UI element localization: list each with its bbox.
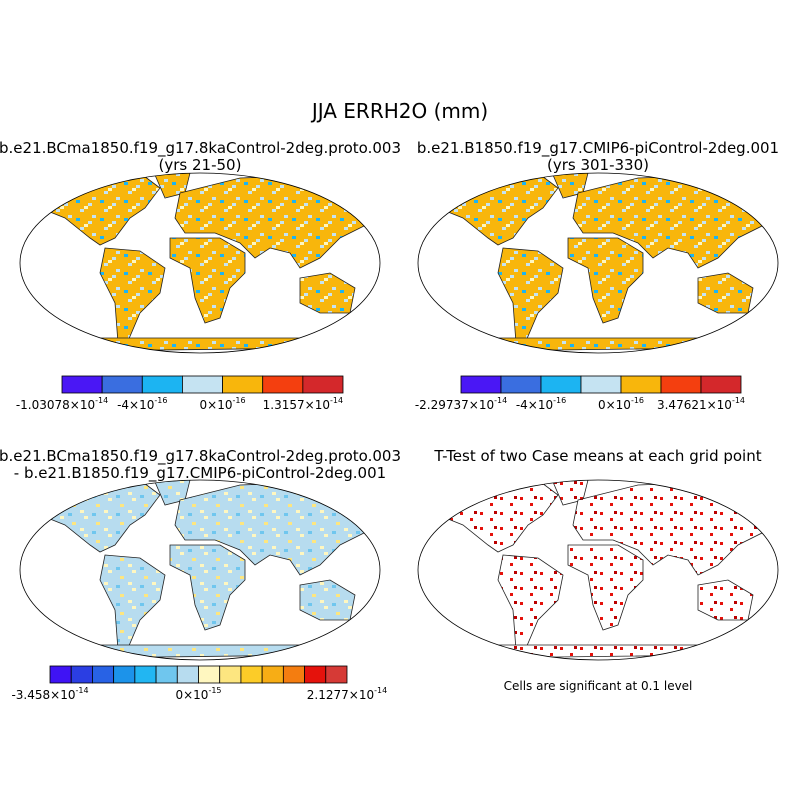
colorbar-box — [460, 375, 502, 394]
label-exponent: -16 — [631, 396, 644, 405]
label-base: 2.1277×10 — [307, 688, 374, 702]
label-exponent: -16 — [154, 396, 167, 405]
colorbar-box — [101, 375, 143, 394]
colorbar-box — [70, 665, 93, 684]
colorbar-box — [660, 375, 702, 394]
colorbar-box — [92, 665, 115, 684]
colorbar-box — [219, 665, 242, 684]
label-exponent: -16 — [553, 396, 566, 405]
label-exponent: -14 — [75, 686, 88, 695]
colorbar-box — [620, 375, 662, 394]
panel-title: b.e21.BCma1850.f19_g17.8kaControl-2deg.p… — [0, 447, 401, 466]
label-exponent: -16 — [233, 396, 246, 405]
colorbar-label: 2.1277×10-14 — [307, 686, 387, 702]
colorbar-box — [222, 375, 264, 394]
label-base: -4×10 — [516, 398, 553, 412]
label-exponent: -14 — [95, 396, 108, 405]
label-exponent: -14 — [732, 396, 745, 405]
figure-title: JJA ERRH2O (mm) — [310, 99, 488, 123]
colorbar-box — [700, 375, 742, 394]
colorbar-box — [155, 665, 178, 684]
colorbar-box — [61, 375, 103, 394]
colorbar-box — [182, 375, 223, 394]
globe-outline — [417, 172, 779, 354]
colorbar-box — [176, 665, 199, 684]
colorbar-label: 0×10-16 — [598, 396, 644, 412]
label-exponent: -14 — [330, 396, 343, 405]
colorbar-box — [49, 665, 72, 684]
colorbar-label: -4×10-16 — [516, 396, 566, 412]
colorbar-label: -4×10-16 — [117, 396, 167, 412]
map — [417, 172, 779, 354]
panel-title: - b.e21.B1850.f19_g17.CMIP6-piControl-2d… — [14, 464, 386, 483]
label-base: 1.3157×10 — [263, 398, 330, 412]
map — [417, 479, 779, 661]
colorbar-box — [500, 375, 542, 394]
colorbar-box — [262, 375, 304, 394]
label-base: 0×10 — [175, 688, 208, 702]
colorbar-box — [134, 665, 157, 684]
colorbar-box — [302, 375, 344, 394]
map — [19, 479, 381, 661]
label-base: 0×10 — [200, 398, 233, 412]
colorbar-label: 0×10-15 — [175, 686, 221, 702]
colorbar-box — [304, 665, 327, 684]
panel-title: b.e21.B1850.f19_g17.CMIP6-piControl-2deg… — [417, 139, 779, 158]
colorbar-box — [198, 665, 221, 684]
colorbar-label: 0×10-16 — [200, 396, 246, 412]
globe-outline — [417, 479, 779, 661]
colorbar-label: 1.3157×10-14 — [263, 396, 343, 412]
globe-outline — [19, 479, 381, 661]
label-base: -3.458×10 — [11, 688, 75, 702]
globe-outline — [19, 172, 381, 354]
label-base: 0×10 — [598, 398, 631, 412]
panel-title: (yrs 21-50) — [159, 156, 242, 174]
label-base: -2.29737×10 — [415, 398, 494, 412]
colorbar-box — [580, 375, 622, 394]
label-exponent: -14 — [374, 686, 387, 695]
colorbar-box — [240, 665, 263, 684]
panel-title: T-Test of two Case means at each grid po… — [433, 447, 761, 465]
panel-title: (yrs 301-330) — [547, 156, 649, 174]
label-base: -4×10 — [117, 398, 154, 412]
label-exponent: -14 — [494, 396, 507, 405]
panel-note: Cells are significant at 0.1 level — [504, 679, 693, 693]
colorbar-box — [261, 665, 284, 684]
label-base: -1.03078×10 — [16, 398, 95, 412]
colorbar-box — [325, 665, 348, 684]
label-exponent: -15 — [208, 686, 221, 695]
colorbar-label: 3.47621×10-14 — [657, 396, 745, 412]
colorbar-label: -1.03078×10-14 — [16, 396, 108, 412]
label-base: 3.47621×10 — [657, 398, 732, 412]
colorbar-label: -3.458×10-14 — [11, 686, 88, 702]
colorbar-box — [113, 665, 136, 684]
colorbar-box — [141, 375, 183, 394]
map — [19, 172, 381, 354]
colorbar-box — [282, 665, 305, 684]
panel-title: b.e21.BCma1850.f19_g17.8kaControl-2deg.p… — [0, 139, 401, 158]
colorbar-box — [540, 375, 582, 394]
colorbar-label: -2.29737×10-14 — [415, 396, 507, 412]
